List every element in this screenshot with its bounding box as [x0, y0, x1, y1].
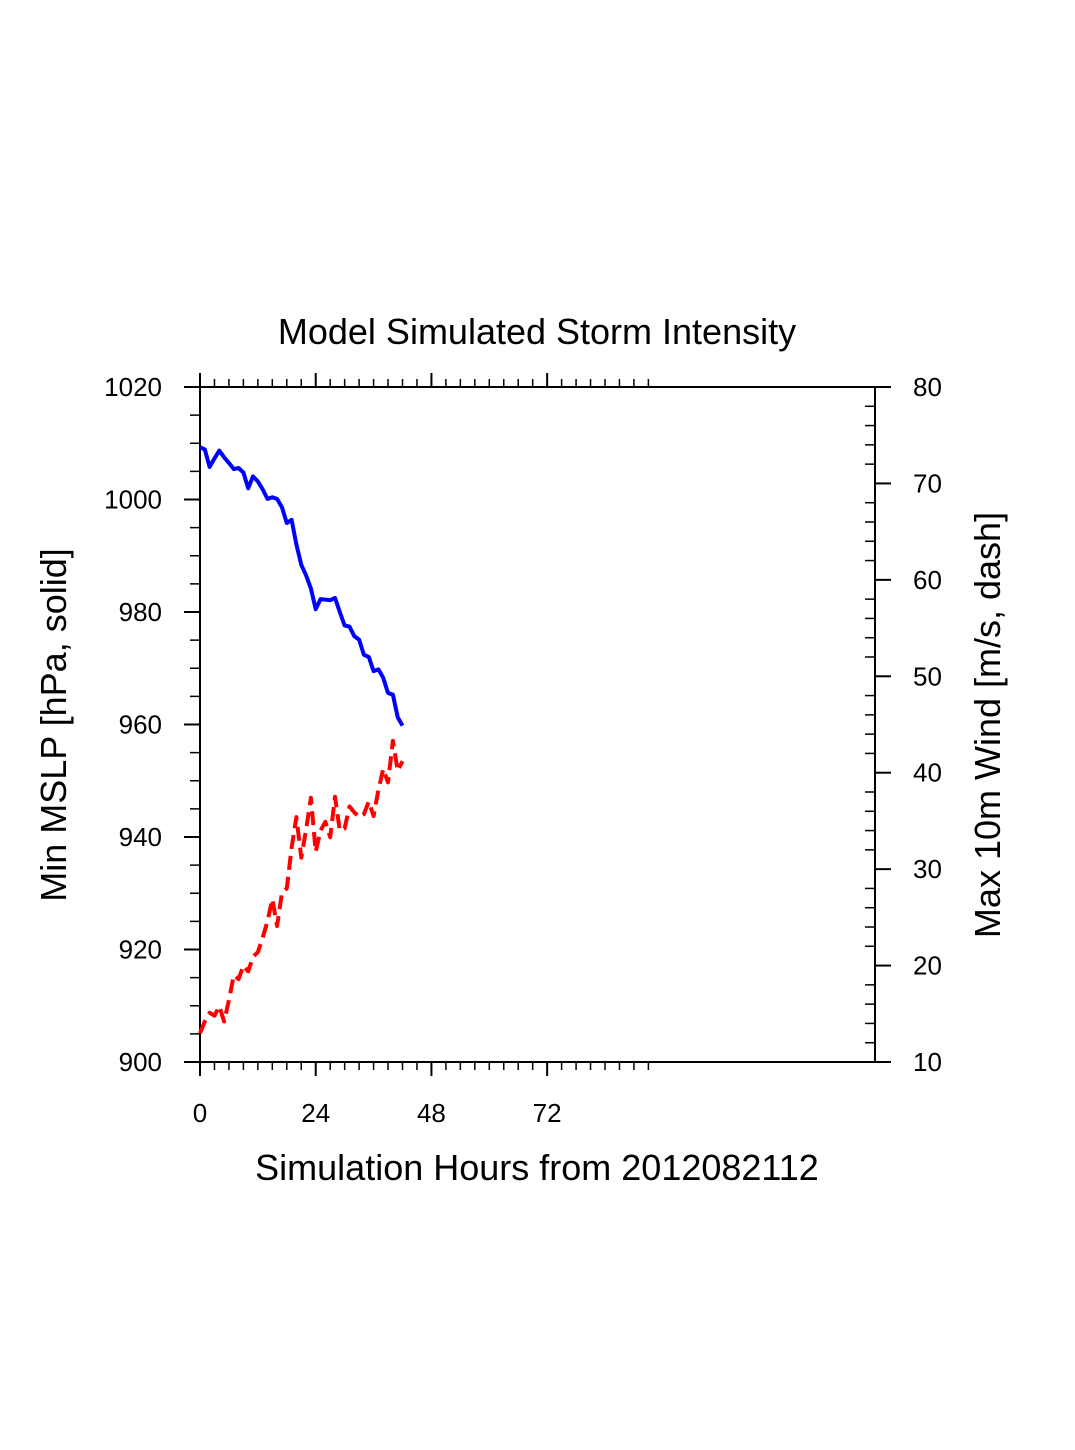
- x-tick-label: 48: [417, 1098, 446, 1128]
- y-left-axis-title: Min MSLP [hPa, solid]: [33, 548, 74, 902]
- x-tick-label: 72: [533, 1098, 562, 1128]
- y-left-tick-label: 940: [119, 822, 162, 852]
- wind-series-line: [198, 738, 405, 1034]
- y-right-tick-label: 70: [913, 468, 942, 498]
- y-right-axis-title: Max 10m Wind [m/s, dash]: [967, 512, 1008, 938]
- plot-frame: [199, 386, 876, 1063]
- y-right-tick-label: 80: [913, 372, 942, 402]
- plot-area: 0 24 48 72900920940960980100010201020304050…: [104, 372, 942, 1128]
- pressure-series-line: [199, 445, 405, 727]
- y-right-tick-label: 10: [913, 1047, 942, 1077]
- y-left-tick-label: 980: [119, 597, 162, 627]
- y-left-tick-label: 1000: [104, 485, 162, 515]
- y-right-tick-label: 20: [913, 951, 942, 981]
- y-left-tick-label: 900: [119, 1047, 162, 1077]
- y-left-tick-label: 960: [119, 710, 162, 740]
- y-right-tick-label: 60: [913, 565, 942, 595]
- y-left-tick-label: 1020: [104, 372, 162, 402]
- x-tick-label: 24: [301, 1098, 330, 1128]
- x-axis-title: Simulation Hours from 2012082112: [255, 1147, 819, 1188]
- x-tick-label: 0: [193, 1098, 207, 1128]
- y-right-tick-label: 30: [913, 854, 942, 884]
- y-right-tick-label: 50: [913, 661, 942, 691]
- y-right-tick-label: 40: [913, 758, 942, 788]
- y-left-tick-label: 920: [119, 935, 162, 965]
- chart-title: Model Simulated Storm Intensity: [278, 311, 796, 352]
